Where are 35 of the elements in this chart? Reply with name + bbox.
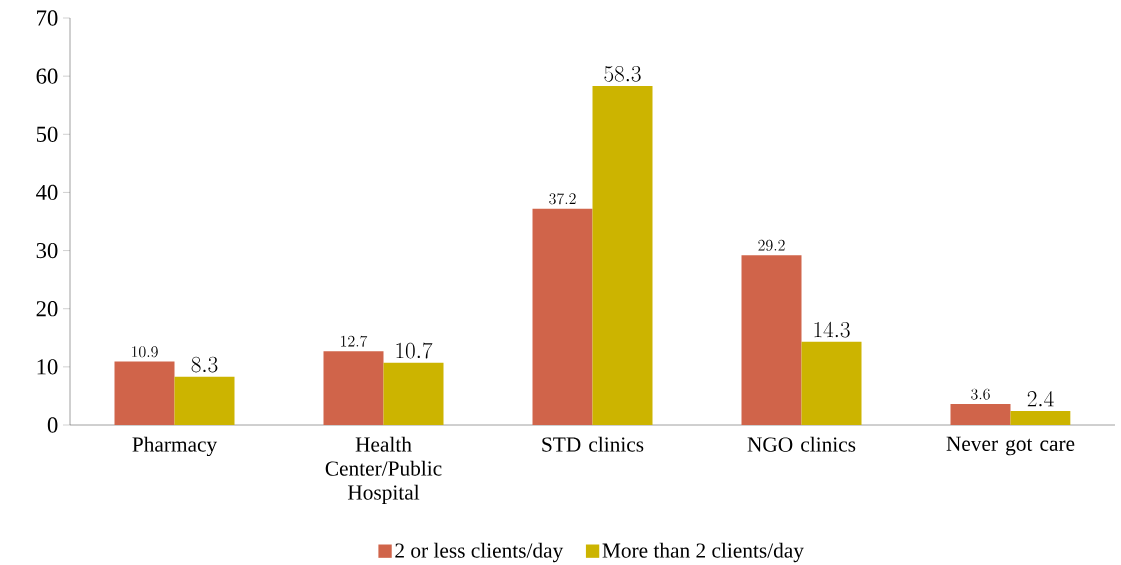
x-tick-label: Health Center/Public Hospital [325,436,442,505]
bar [532,208,593,425]
data-label: 2.4 [1027,390,1054,407]
y-tick-label: 0 [47,417,58,433]
data-label: 8.3 [191,356,218,373]
x-tick-label: Pharmacy [132,436,218,457]
y-tick-label: 60 [36,68,58,84]
bar [741,255,802,425]
y-tick-label: 50 [36,126,58,142]
legend-label: More than 2 clients/day [602,542,804,563]
data-label: 14.3 [814,321,850,338]
bar [801,341,862,425]
bar [592,86,653,425]
x-tick-label: Never got care [946,436,1075,456]
y-tick-label: 10 [37,359,58,375]
bar [174,376,235,425]
bar [114,361,175,425]
x-tick-label: NGO clinics [747,436,856,452]
y-tick-label: 40 [36,184,58,201]
bar [383,362,444,425]
legend-label: 2 or less clients/day [395,542,564,563]
bar [950,404,1011,425]
x-tick-label: STD clinics [542,436,644,452]
data-label: 10.7 [396,342,433,359]
bar [323,351,384,425]
data-label: 10.9 [132,346,158,358]
y-tick-label: 20 [36,301,58,317]
y-tick-label: 70 [37,10,58,26]
data-label: 29.2 [758,239,785,251]
data-label: 37.2 [549,193,576,205]
data-label: 3.6 [971,388,990,400]
data-label: 58.3 [604,66,641,82]
bar [1010,411,1071,425]
data-label: 12.7 [341,335,368,347]
y-tick-label: 30 [36,242,58,259]
